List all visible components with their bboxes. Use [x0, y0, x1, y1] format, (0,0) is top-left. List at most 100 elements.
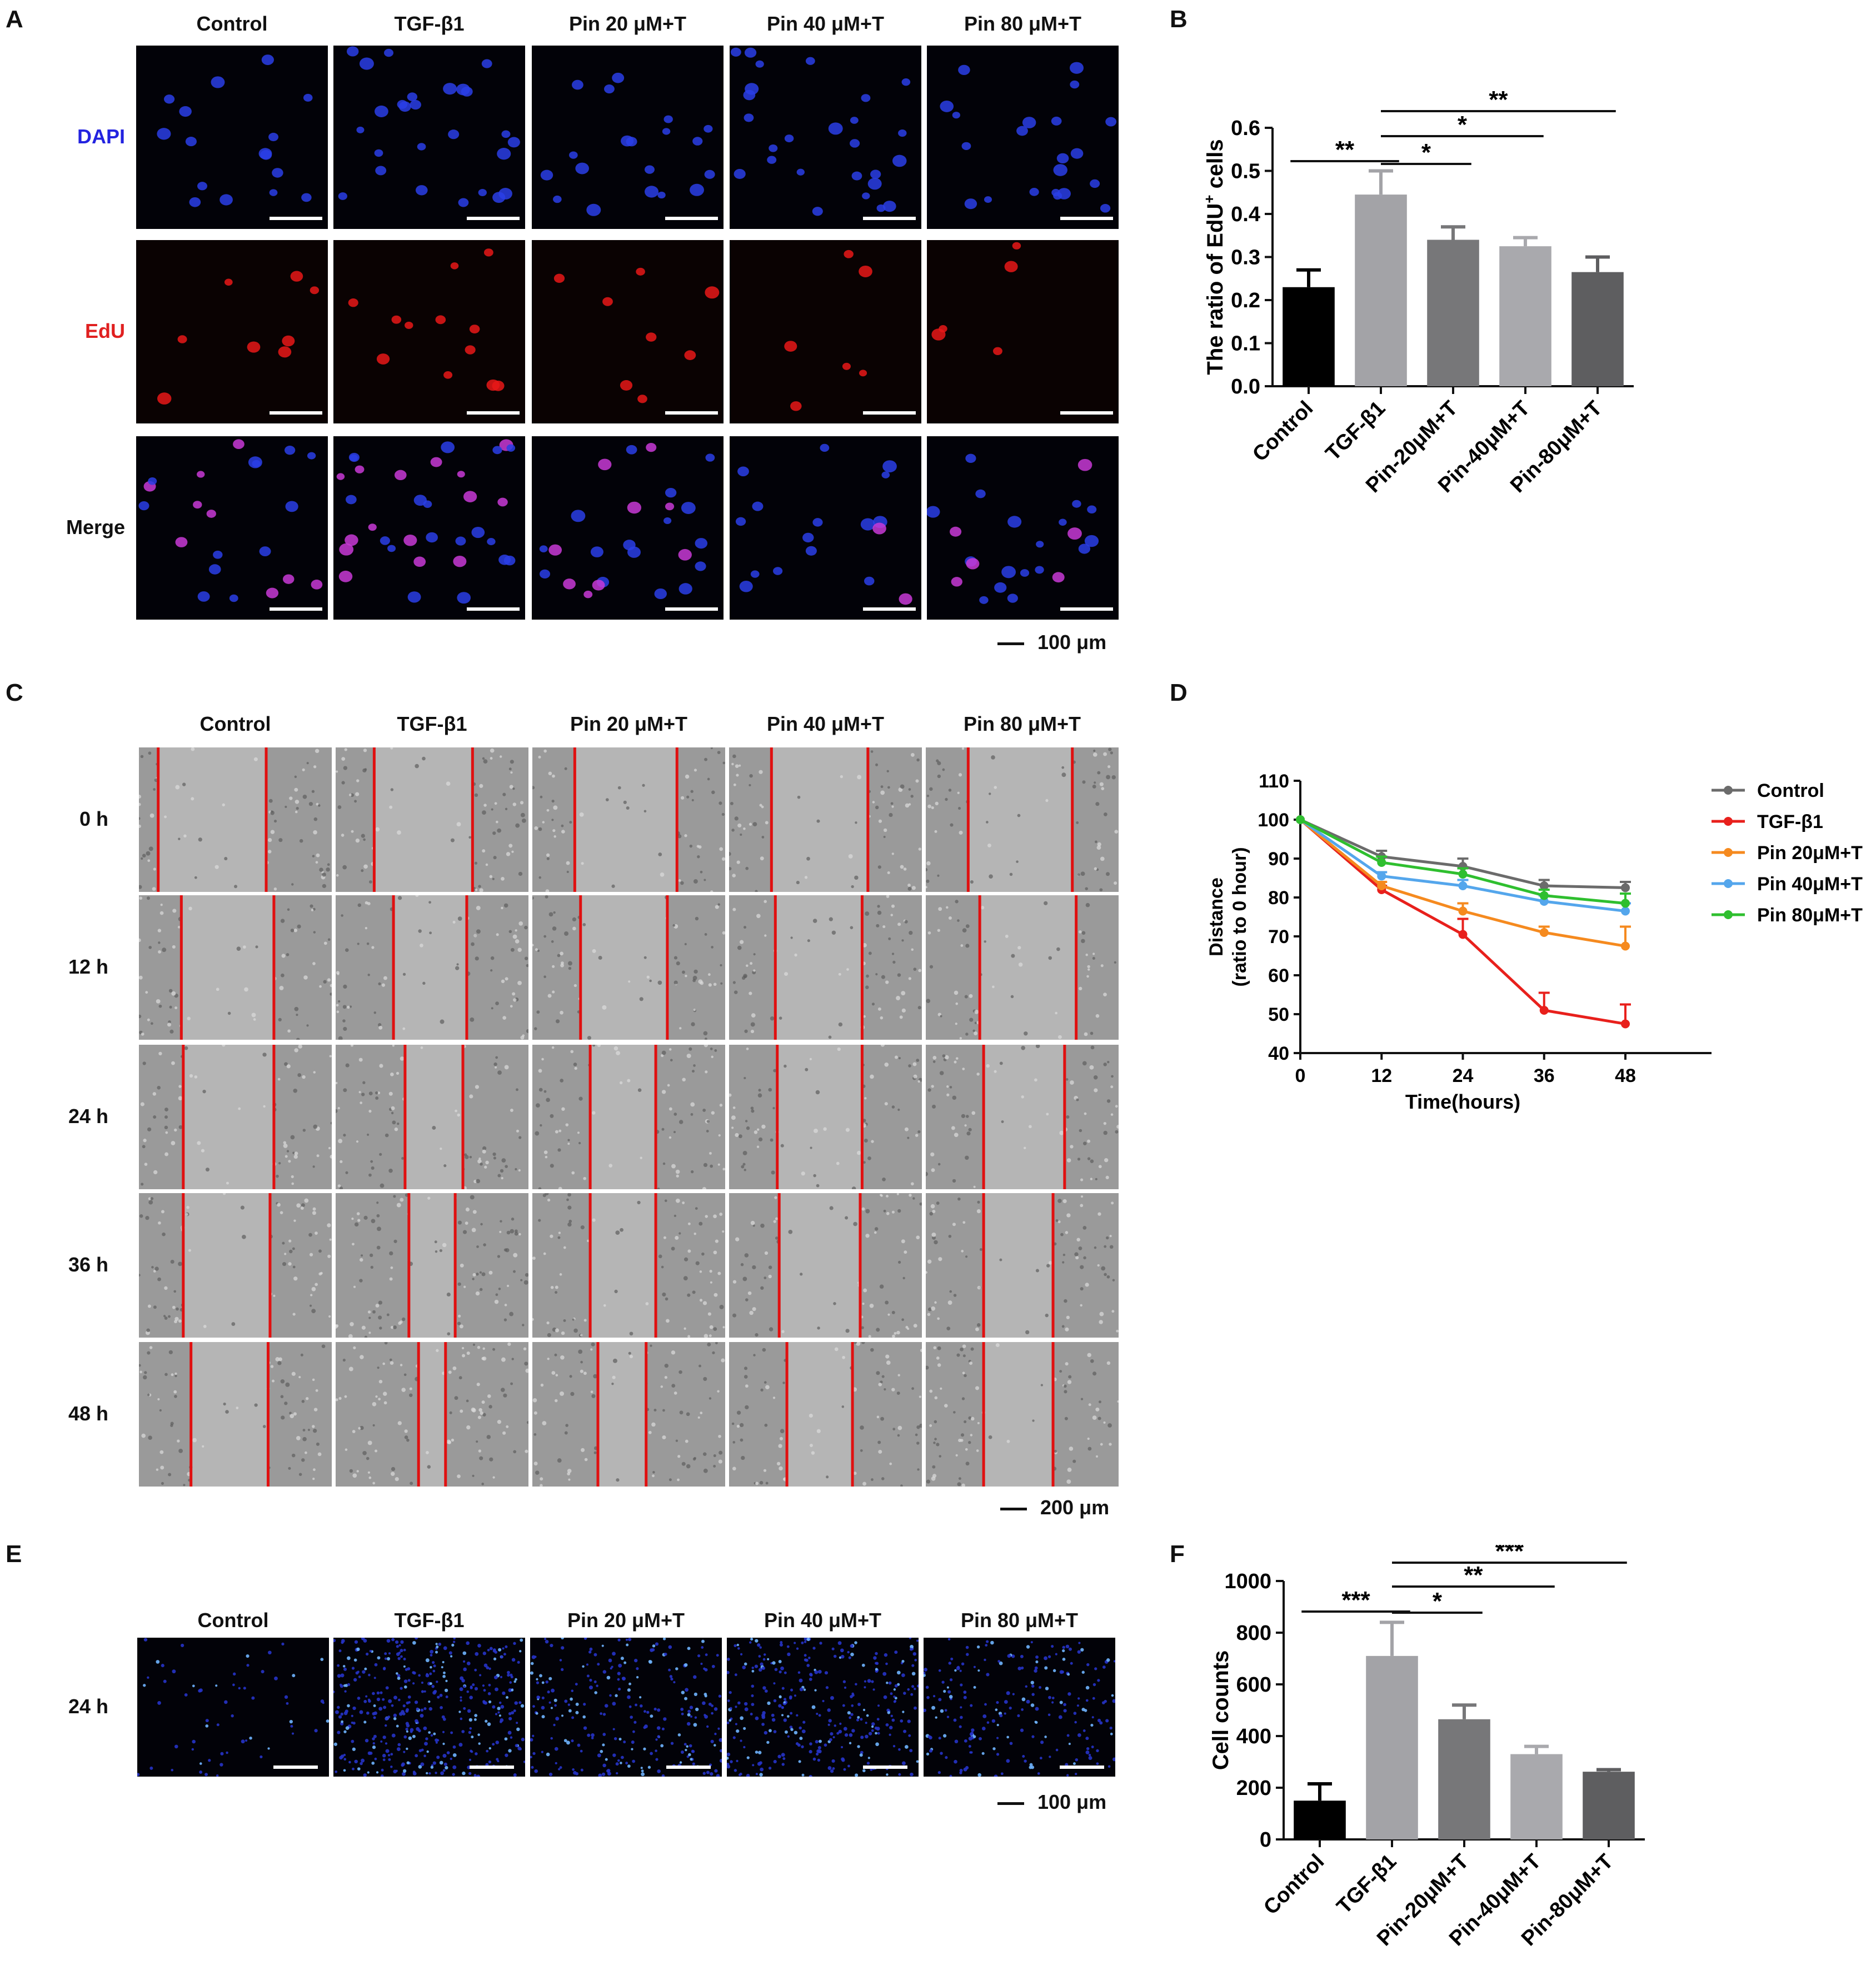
cell-dot: [436, 1755, 440, 1759]
cell-dot: [458, 1710, 461, 1713]
cell-dot: [388, 1699, 392, 1703]
cell-dot: [643, 1747, 646, 1750]
cell-dot: [784, 1671, 787, 1674]
cell-dot: [691, 1749, 695, 1753]
cell-texture: [875, 805, 879, 810]
cell-texture: [671, 1350, 676, 1355]
cell-texture: [491, 1007, 493, 1010]
cell-dot: [347, 1683, 351, 1687]
cell-dot: [367, 1771, 370, 1774]
cell-texture: [550, 1285, 554, 1289]
cell-texture: [855, 821, 857, 824]
cell-nucleus: [844, 250, 854, 258]
cell-nucleus: [283, 574, 295, 584]
cell-dot: [365, 1738, 369, 1743]
cell-texture: [742, 1151, 747, 1155]
scale-bar: [1060, 411, 1113, 415]
brightfield-tile: [532, 1342, 725, 1487]
cell-nucleus: [663, 115, 673, 123]
cell-texture: [740, 1438, 744, 1442]
cell-dot: [1105, 1719, 1109, 1723]
cell-texture: [510, 947, 515, 952]
cell-nucleus: [448, 129, 460, 139]
cell-dot: [787, 1735, 790, 1738]
cell-dot: [916, 1760, 919, 1763]
cell-texture: [285, 805, 287, 809]
cell-dot: [530, 1662, 534, 1665]
cell-texture: [409, 1393, 413, 1397]
cell-dot: [761, 1666, 766, 1670]
cell-texture: [687, 1335, 691, 1338]
cell-texture: [353, 1285, 356, 1288]
cell-texture: [1080, 1204, 1084, 1208]
cell-texture: [959, 1037, 962, 1040]
cell-nucleus: [1090, 179, 1100, 188]
cell-texture: [878, 1383, 882, 1387]
cell-texture: [886, 1194, 889, 1198]
cell-dot: [561, 1646, 565, 1650]
cell-dot: [1012, 1693, 1015, 1695]
cell-dot: [384, 1652, 387, 1655]
cell-texture: [722, 1168, 725, 1171]
cell-nucleus: [348, 452, 360, 462]
cell-texture: [1065, 1362, 1069, 1366]
cell-texture: [462, 1346, 465, 1350]
cell-dot: [902, 1710, 905, 1713]
x-tick-label: Control: [1248, 397, 1318, 466]
cell-dot: [960, 1715, 963, 1719]
cell-nucleus: [471, 526, 485, 538]
cell-dot: [401, 1710, 405, 1714]
cell-texture: [731, 1422, 735, 1425]
cell-texture: [367, 1133, 370, 1136]
cell-texture: [541, 1058, 544, 1061]
data-point: [1377, 881, 1386, 890]
cell-texture: [652, 1474, 655, 1478]
cell-dot: [559, 1766, 562, 1769]
cell-dot: [851, 1729, 855, 1733]
cell-texture: [362, 768, 367, 773]
cell-dot: [402, 1769, 407, 1773]
cell-dot: [418, 1674, 421, 1677]
cell-dot: [458, 1743, 463, 1747]
cell-dot: [453, 1638, 456, 1640]
cell-texture: [1097, 1264, 1100, 1267]
cell-dot: [927, 1735, 931, 1738]
cell-dot: [668, 1668, 671, 1672]
cell-dot: [1009, 1706, 1012, 1710]
scale-bar: [270, 217, 322, 220]
cell-dot: [1045, 1687, 1049, 1690]
brightfield-tile: [532, 747, 725, 892]
cell-texture: [1115, 1105, 1118, 1108]
cell-dot: [439, 1760, 443, 1765]
cell-dot: [908, 1734, 911, 1737]
cell-dot: [982, 1714, 987, 1718]
cell-texture: [139, 802, 141, 806]
cell-dot: [907, 1688, 910, 1691]
cell-dot: [697, 1654, 701, 1658]
cell-texture: [999, 1258, 1002, 1261]
cell-texture: [369, 880, 372, 884]
cell-dot: [441, 1715, 445, 1719]
cell-texture: [932, 1235, 936, 1240]
cell-texture: [931, 806, 934, 810]
cell-dot: [850, 1713, 854, 1716]
cell-texture: [572, 926, 576, 931]
cell-texture: [927, 931, 931, 935]
cell-dot: [400, 1655, 403, 1658]
cell-dot: [430, 1654, 433, 1657]
cell-texture: [565, 1424, 568, 1427]
column-label-4: Pin 80 μM+T: [960, 1609, 1079, 1632]
cell-texture: [306, 1024, 309, 1027]
cell-dot: [727, 1699, 730, 1702]
cell-dot: [437, 1695, 440, 1699]
cell-texture: [752, 1307, 756, 1311]
cell-texture: [623, 800, 627, 804]
cell-dot: [337, 1664, 340, 1667]
cell-dot: [875, 1742, 879, 1747]
cell-texture: [1072, 1459, 1076, 1463]
cell-texture: [390, 1073, 394, 1076]
cell-texture: [560, 1355, 565, 1360]
cell-dot: [156, 1660, 160, 1664]
cell-texture: [861, 1207, 865, 1211]
cell-dot: [571, 1689, 574, 1692]
